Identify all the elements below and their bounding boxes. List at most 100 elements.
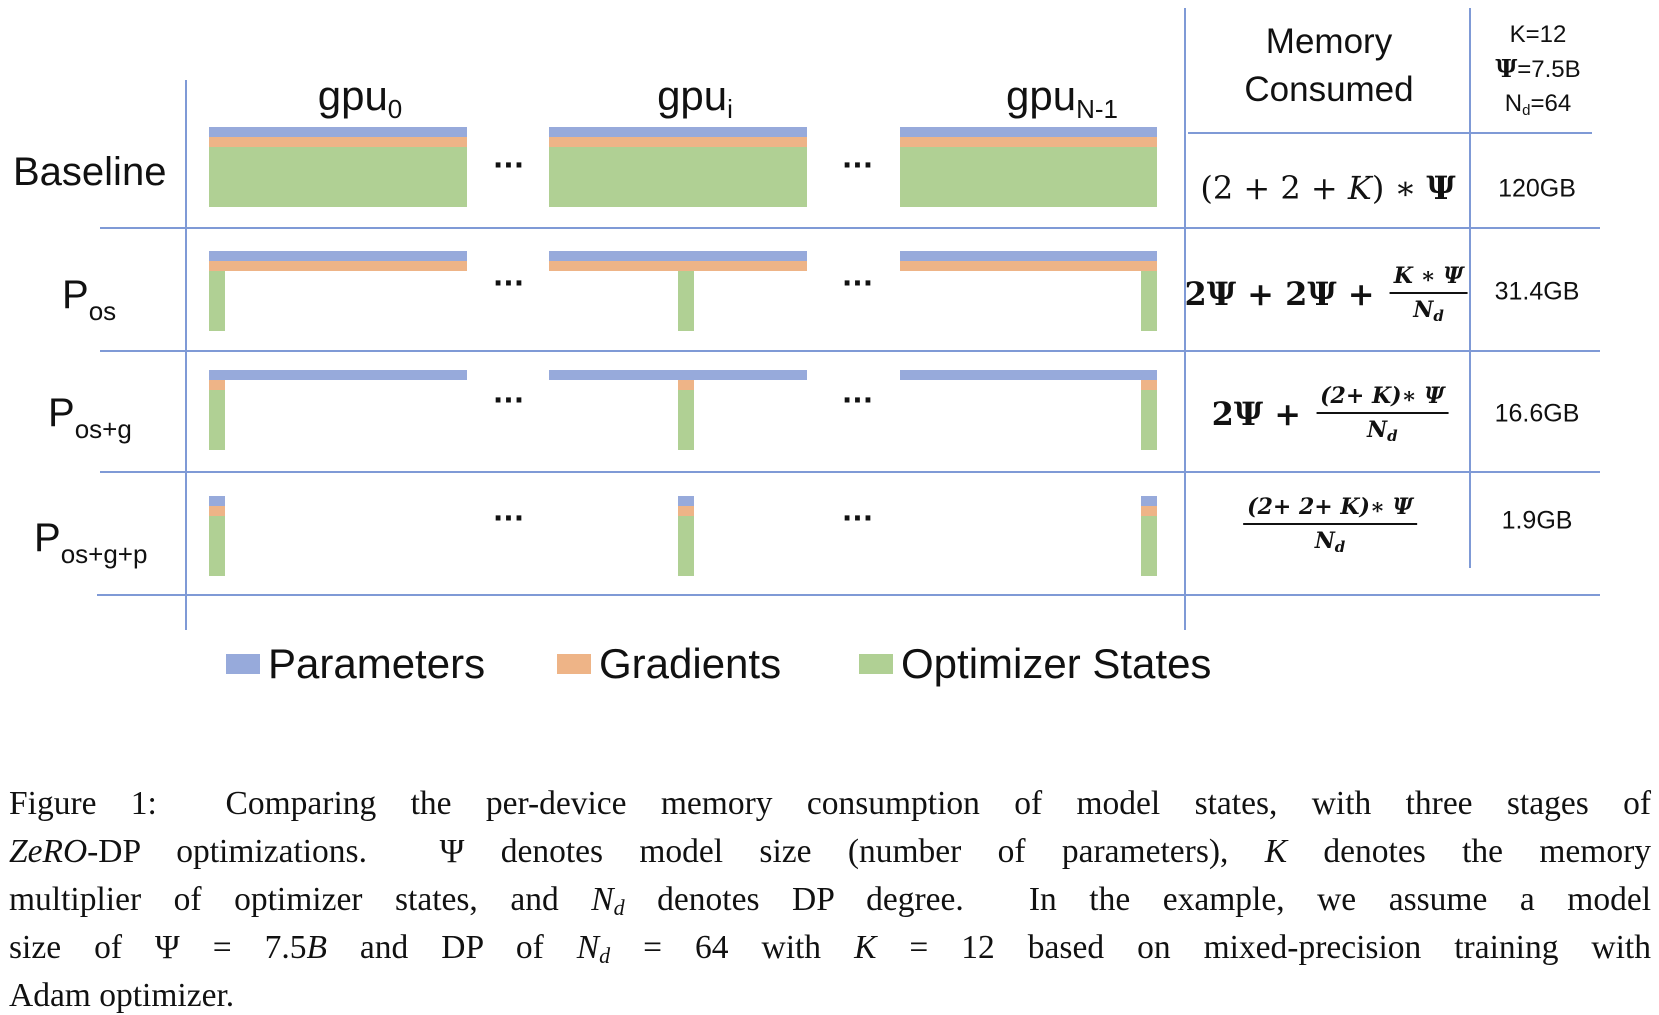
ellipsis: ... — [493, 372, 525, 411]
optimizer-states-bar — [1141, 390, 1157, 450]
gradients-bar — [549, 261, 807, 271]
gradients-bar — [900, 261, 1157, 271]
caption-text: K — [1264, 833, 1288, 870]
nd-value: =64 — [1530, 90, 1572, 117]
formula-posgp: (2+ 2+ K)∗ Ψ Nd — [1239, 494, 1421, 556]
denominator: Nd — [1315, 525, 1346, 556]
caption-text: B — [306, 929, 327, 966]
gradients-bar — [549, 137, 807, 147]
gradients-bar — [209, 137, 467, 147]
optimizer-states-bar — [209, 516, 225, 576]
row-label-sub: os+g — [74, 414, 132, 444]
gradients-bar — [209, 261, 467, 271]
denominator: Nd — [1413, 294, 1444, 325]
legend-label: Gradients — [599, 640, 782, 687]
optimizer-states-bar — [678, 390, 694, 450]
row-label-posg: Pos+g — [48, 391, 132, 445]
row-label-text: P — [34, 516, 61, 560]
optimizer-states-bar — [209, 147, 467, 207]
legend-label: Optimizer States — [901, 640, 1212, 687]
formula-part: (2 + 2 + — [1200, 169, 1348, 207]
legend-gradients: Gradients — [557, 640, 781, 688]
parameters-bar — [209, 496, 225, 506]
caption-text: and DP of — [326, 929, 577, 966]
row-label-sub: os — [88, 296, 117, 326]
grid-line — [1184, 8, 1186, 630]
caption-text: d — [613, 895, 625, 920]
gpu-label: gpu — [317, 72, 388, 119]
formula-part: 2Ψ + — [1211, 395, 1313, 433]
optimizer-states-bar — [1141, 516, 1157, 576]
ellipsis: ... — [842, 255, 874, 294]
caption-line: Figure 1: Comparing the per-device memor… — [9, 780, 1651, 828]
optimizer-states-bar — [209, 271, 225, 331]
header-gpu0: gpu0 — [318, 72, 403, 125]
caption-text: N — [591, 881, 614, 918]
row-label-posgp: Pos+g+p — [34, 516, 147, 570]
caption-text: -DP optimizations. Ψ denotes model size … — [87, 833, 1265, 870]
parameters-bar — [900, 251, 1157, 261]
memory-value: 120GB — [1498, 174, 1576, 203]
optimizer-states-bar — [678, 271, 694, 331]
psi-value: =7.5B — [1517, 56, 1581, 83]
grid-line — [100, 350, 1600, 352]
nd-symbol: N — [1504, 90, 1523, 117]
grid-line — [100, 471, 1600, 473]
optimizer-states-bar — [209, 390, 225, 450]
formula-baseline: (2 + 2 + K) ∗ Ψ — [1200, 169, 1455, 207]
optimizer-states-bar — [678, 516, 694, 576]
numerator: K ∗ Ψ — [1389, 263, 1468, 294]
den-sub: d — [1334, 538, 1346, 556]
caption-text: = 12 based on mixed-precision training w… — [876, 929, 1651, 966]
header-line: Consumed — [1244, 70, 1414, 109]
nd-sub: d — [1522, 102, 1531, 119]
formula-part: 2Ψ + 2Ψ + — [1184, 275, 1386, 313]
param-k: K=12 — [1509, 21, 1567, 48]
legend-optimizer-states: Optimizer States — [859, 640, 1211, 688]
ellipsis: ... — [493, 137, 525, 176]
den-sub: d — [1387, 427, 1398, 445]
legend-swatch — [226, 654, 260, 674]
caption-text: = 64 with — [610, 929, 855, 966]
caption-text: d — [599, 943, 611, 968]
gpu-index: 0 — [387, 94, 403, 124]
den-symbol: N — [1366, 417, 1388, 443]
fraction: K ∗ Ψ Nd — [1389, 263, 1468, 325]
param-nd: Nd=64 — [1472, 87, 1604, 128]
memory-value: 1.9GB — [1501, 506, 1573, 535]
memory-value: 31.4GB — [1494, 277, 1580, 306]
parameters-bar — [549, 251, 807, 261]
parameters-bar — [209, 370, 467, 380]
header-memory-consumed: Memory Consumed — [1188, 18, 1470, 114]
grid-line — [185, 80, 187, 630]
row-label-pos: Pos — [62, 273, 116, 327]
formula-pos: 2Ψ + 2Ψ + K ∗ Ψ Nd — [1185, 263, 1472, 325]
gpu-index: N-1 — [1076, 94, 1118, 124]
caption-text: denotes DP degree. In the example, we as… — [624, 881, 1651, 918]
den-symbol: N — [1314, 528, 1335, 554]
denominator: Nd — [1367, 414, 1398, 445]
caption-text: ZeRO — [9, 833, 88, 870]
fraction: (2+ K)∗ Ψ Nd — [1316, 383, 1449, 445]
caption-text: Figure 1: Comparing the per-device memor… — [9, 785, 1651, 822]
gradients-bar — [678, 506, 694, 516]
grid-line — [1188, 132, 1592, 134]
legend-swatch — [557, 654, 591, 674]
ellipsis: ... — [493, 255, 525, 294]
parameters-bar — [549, 370, 807, 380]
header-parameters: K=12 Ψ=7.5B Nd=64 — [1472, 18, 1604, 128]
header-gpun: gpuN-1 — [1006, 72, 1118, 125]
caption-line: multiplier of optimizer states, and Nd d… — [9, 876, 1651, 924]
gpu-label: gpu — [1006, 72, 1077, 119]
gradients-bar — [209, 506, 225, 516]
gradients-bar — [678, 380, 694, 390]
caption-line: size of Ψ = 7.5B and DP of Nd = 64 with … — [9, 924, 1651, 972]
grid-line — [100, 227, 1600, 229]
formula-posg: 2Ψ + (2+ K)∗ Ψ Nd — [1212, 383, 1453, 445]
optimizer-states-bar — [549, 147, 807, 207]
gpu-label: gpu — [657, 72, 728, 119]
numerator: (2+ K)∗ Ψ — [1316, 383, 1449, 414]
formula-part: K — [1347, 169, 1372, 207]
parameters-bar — [900, 370, 1157, 380]
param-psi: Ψ=7.5B — [1472, 52, 1604, 87]
